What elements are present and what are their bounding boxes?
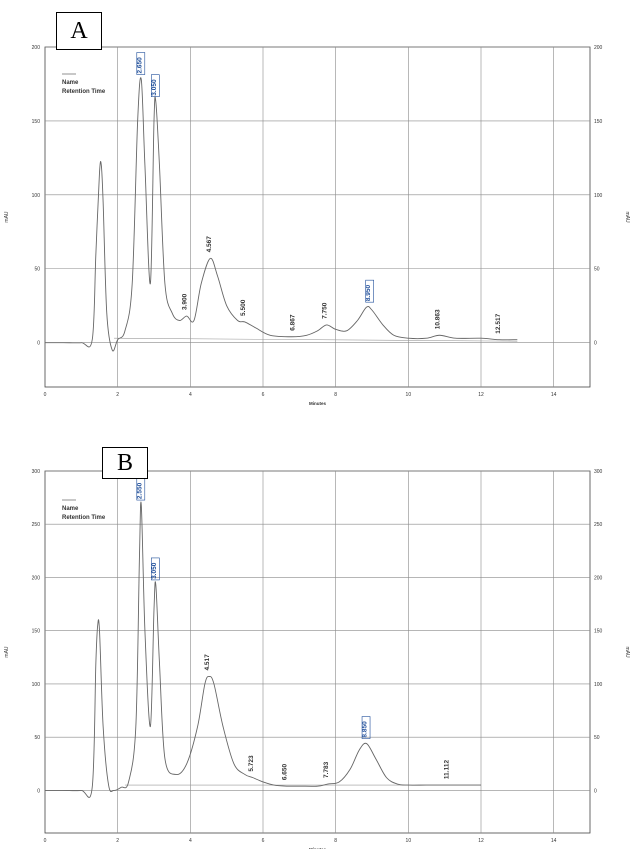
x-tick-label-a-3: 6 [262, 392, 265, 398]
y-tick-label-right-b-1: 50 [594, 735, 600, 741]
peak-label-b-11-112: 11.112 [444, 760, 451, 780]
y-axis-title-b: mAU [4, 646, 10, 658]
y-tick-label-right-a-2: 100 [594, 193, 603, 199]
peak-label-a-2-650: 2.650 [136, 57, 143, 74]
peak-label-a-12-517: 12.517 [495, 313, 502, 333]
chromatogram-trace-b [44, 501, 481, 798]
x-tick-label-b-5: 10 [406, 838, 412, 844]
x-tick-label-b-3: 6 [262, 838, 265, 844]
y-tick-label-right-b-5: 250 [594, 522, 603, 528]
chromatogram-a: 0 0 50 50 100 100 150 150 200 200 0 2 4 6 8 10 12 14 Minut… [4, 45, 630, 406]
y-tick-label-right-b-6: 300 [594, 469, 603, 475]
peak-label-a-3-050: 3.050 [151, 79, 158, 96]
chromatogram-b: 0 0 50 50 100 100 150 150 200 200 250 250 300 300 0 2 4 6… [4, 469, 630, 849]
panel-label-a: A [70, 17, 88, 44]
y-axis-title-right-b: mAU [624, 646, 630, 658]
legend-entry-a-0: Name [62, 80, 79, 86]
y-tick-label-a-1: 50 [34, 267, 40, 273]
peak-label-b-4-517: 4.517 [204, 654, 211, 671]
peak-label-a-7-750: 7.750 [322, 302, 329, 319]
peak-label-b-6-650: 6.650 [282, 764, 289, 781]
y-tick-label-right-a-0: 0 [594, 341, 597, 347]
panel-label-b: B [116, 449, 133, 476]
x-tick-label-a-0: 0 [44, 392, 47, 398]
peak-label-b-3-050: 3.050 [151, 562, 158, 579]
peak-label-b-3-050-box [151, 557, 160, 581]
peak-label-b-8-850: 8.850 [362, 721, 369, 738]
x-tick-label-b-6: 12 [478, 838, 484, 844]
y-tick-label-right-b-2: 100 [594, 682, 603, 688]
x-tick-label-a-2: 4 [189, 392, 192, 398]
y-tick-label-b-0: 0 [37, 788, 40, 794]
x-axis-title-a: Minutes [309, 401, 326, 406]
peak-label-b-8-850-box [361, 716, 371, 739]
legend-entry-b-1: Retention Time [62, 515, 106, 521]
y-tick-label-a-4: 200 [32, 45, 41, 51]
x-tick-label-a-4: 8 [334, 392, 337, 398]
x-tick-label-a-5: 10 [406, 392, 412, 398]
y-tick-label-b-3: 150 [32, 629, 41, 635]
x-tick-label-b-2: 4 [189, 838, 192, 844]
y-tick-label-b-4: 200 [32, 575, 41, 581]
peak-label-b-2-550: 2.550 [136, 482, 143, 499]
y-tick-label-right-b-4: 200 [594, 575, 603, 581]
legend-entry-a-1: Retention Time [62, 89, 106, 95]
peak-label-a-8-950-box [365, 279, 374, 303]
peak-label-a-2-650-box [136, 52, 146, 75]
peak-label-a-3-050-box [151, 74, 160, 97]
chromatogram-trace-a [45, 77, 518, 352]
y-axis-title-a: mAU [4, 211, 10, 223]
x-tick-label-b-7: 14 [551, 838, 557, 844]
legend-entry-b-0: Name [62, 506, 79, 512]
x-tick-label-b-0: 0 [44, 838, 47, 844]
panel-label-a-box: A [56, 12, 102, 50]
peak-label-b-5-723: 5.723 [248, 755, 255, 772]
peak-label-a-5-500: 5.500 [240, 299, 247, 316]
peak-label-a-4-567: 4.567 [206, 236, 213, 253]
y-tick-label-right-a-1: 50 [594, 267, 600, 273]
x-tick-label-a-1: 2 [116, 392, 119, 398]
x-tick-label-b-1: 2 [116, 838, 119, 844]
y-tick-label-a-0: 0 [37, 341, 40, 347]
y-tick-label-right-a-3: 150 [594, 119, 603, 125]
panel-label-b-box: B [102, 447, 148, 479]
y-tick-label-right-b-0: 0 [594, 788, 597, 794]
peak-label-a-10-863: 10.863 [435, 309, 442, 329]
y-tick-label-a-3: 150 [32, 119, 41, 125]
x-tick-label-a-6: 12 [478, 392, 484, 398]
y-tick-label-a-2: 100 [32, 193, 41, 199]
y-axis-title-right-a: mAU [624, 211, 630, 223]
y-tick-label-b-5: 250 [32, 522, 41, 528]
plot-frame-b [44, 470, 591, 834]
y-tick-label-right-b-3: 150 [594, 629, 603, 635]
peak-label-a-6-867: 6.867 [290, 314, 297, 331]
peak-label-a-8-950: 8.950 [365, 285, 372, 302]
peak-label-b-7-783: 7.783 [323, 761, 330, 778]
y-tick-label-b-2: 100 [32, 682, 41, 688]
x-axis-title-b: Minutes [309, 847, 326, 849]
peak-label-a-3-900: 3.900 [182, 293, 189, 310]
y-tick-label-right-a-4: 200 [594, 45, 603, 51]
y-tick-label-b-6: 300 [32, 469, 41, 475]
x-tick-label-b-4: 8 [334, 838, 337, 844]
x-tick-label-a-7: 14 [551, 392, 557, 398]
plot-frame-a [44, 46, 591, 388]
baseline-a [114, 337, 518, 342]
y-tick-label-b-1: 50 [34, 735, 40, 741]
